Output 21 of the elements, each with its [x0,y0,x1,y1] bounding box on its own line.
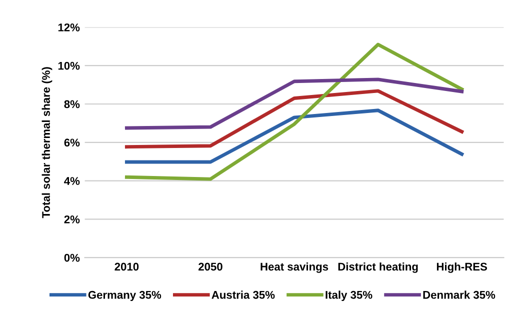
y-tick-label: 2% [64,215,80,224]
x-tick-label: High-RES [436,262,488,273]
legend-label: Germany 35% [88,290,162,301]
x-tick-label: District heating [338,262,418,273]
legend-label: Denmark 35% [423,290,496,299]
line-series [124,42,464,181]
legend-label: Austria 35% [212,290,275,299]
y-tick-label: 4% [64,177,80,185]
y-tick-label: 0% [64,254,80,262]
line-series [124,108,464,164]
x-tick-label: 2010 [114,262,139,271]
y-tick-label: 6% [64,138,80,147]
y-tick-label: 12% [58,23,80,32]
y-axis-title: Total solar thermal share (%) [42,67,52,218]
x-tick-label: 2050 [198,262,222,271]
line-series [124,78,464,130]
legend-label: Italy 35% [326,290,372,301]
x-tick-label: Heat savings [260,262,328,273]
y-tick-label: 8% [64,100,80,108]
y-tick-label: 10% [58,62,80,70]
line-series [124,89,464,149]
